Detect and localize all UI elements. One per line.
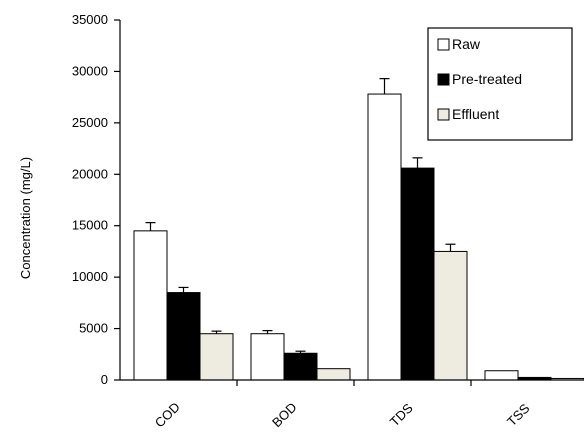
legend: Raw Pre-treated Effluent [427, 27, 573, 141]
legend-label: Pre-treated [452, 71, 522, 87]
y-tick-label: 35000 [72, 12, 108, 27]
x-tick-label: COD [152, 399, 183, 430]
bar-pre-treated-cod [166, 292, 201, 381]
y-axis: 0 5000 10000 15000 20000 25000 30000 35000 [72, 12, 121, 387]
x-tick-label: BOD [269, 400, 300, 431]
y-axis-label: Concentration (mg/L) [18, 157, 33, 279]
bar-raw-tss [484, 370, 519, 381]
bar-raw-tds [367, 93, 402, 381]
legend-swatch [437, 38, 450, 51]
x-axis: COD BOD TDS TSS [120, 379, 584, 431]
legend-label: Raw [452, 36, 481, 52]
bar-effluent-tds [433, 250, 468, 381]
x-tick-label: TDS [387, 400, 416, 429]
legend-swatch [437, 73, 450, 86]
bars [133, 78, 584, 381]
y-tick-label: 10000 [72, 269, 108, 284]
y-tick-label: 20000 [72, 166, 108, 181]
y-tick-label: 15000 [72, 218, 108, 233]
bar-effluent-cod [199, 333, 234, 381]
y-tick-label: 0 [101, 372, 108, 387]
bar-effluent-bod [316, 368, 351, 381]
y-tick-label: 5000 [79, 321, 108, 336]
y-tick-label: 30000 [72, 63, 108, 78]
legend-label: Effluent [452, 106, 499, 122]
y-tick-label: 25000 [72, 115, 108, 130]
legend-box [427, 27, 573, 141]
x-tick-label: TSS [504, 400, 533, 429]
bar-pre-treated-tds [400, 167, 435, 381]
bar-raw-cod [133, 230, 168, 381]
bar-raw-bod [250, 333, 285, 381]
legend-swatch [437, 108, 450, 121]
bar-pre-treated-bod [283, 352, 318, 381]
